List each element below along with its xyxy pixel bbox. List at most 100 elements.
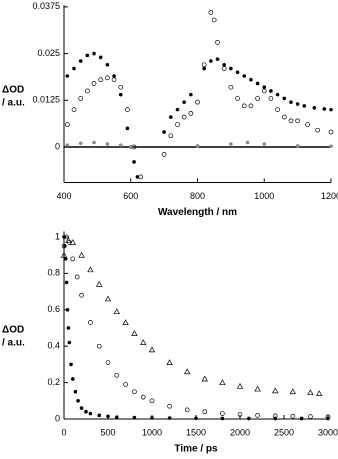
data-point <box>215 40 220 45</box>
data-point <box>105 142 110 146</box>
data-point <box>307 389 314 396</box>
data-point <box>111 77 117 83</box>
x-tick-label: 1000 <box>142 427 162 437</box>
data-point <box>184 407 190 413</box>
data-point <box>65 143 70 147</box>
data-point <box>92 140 96 145</box>
data-point <box>268 96 274 101</box>
data-point <box>175 107 180 112</box>
data-point <box>85 53 90 58</box>
data-point <box>79 292 84 298</box>
data-point <box>97 413 101 418</box>
data-point <box>140 339 147 345</box>
data-point <box>308 414 313 419</box>
data-point <box>195 99 200 105</box>
data-point <box>237 412 243 417</box>
data-point <box>125 107 130 112</box>
data-point <box>74 274 80 280</box>
data-point <box>64 122 70 127</box>
data-point <box>72 66 76 71</box>
data-point <box>289 100 293 104</box>
data-point <box>248 103 254 109</box>
data-point <box>167 416 172 420</box>
plot: 0 0.2 0.4 0.6 0.8 1 0 500 1000 1500 2000 2500 3000 Ti… <box>2 231 338 454</box>
data-point <box>209 59 213 63</box>
data-point <box>175 122 180 127</box>
x-axis-title: Wavelength / nm <box>158 207 237 218</box>
data-point <box>131 330 138 336</box>
y-tick-label: 0 <box>55 413 60 423</box>
data-point <box>302 104 307 108</box>
y-tick-label: 0.0125 <box>32 95 60 105</box>
data-point <box>140 394 146 400</box>
data-point <box>290 413 296 419</box>
data-point <box>114 372 120 378</box>
data-point <box>162 130 166 134</box>
data-point <box>78 96 84 101</box>
data-point <box>69 362 73 367</box>
x-tick-label: 1000 <box>254 191 274 201</box>
data-point <box>132 160 136 164</box>
x-tick-label: 2000 <box>230 427 250 437</box>
data-point <box>322 107 327 111</box>
series <box>64 10 334 180</box>
x-tick-label: 1500 <box>186 427 206 437</box>
data-point <box>104 295 112 302</box>
data-point <box>208 10 214 15</box>
x-tick-label: 800 <box>190 191 205 201</box>
data-point <box>249 77 253 82</box>
data-point <box>201 62 207 68</box>
data-point <box>87 266 94 273</box>
data-point <box>92 51 96 56</box>
data-point <box>221 66 227 71</box>
data-point <box>161 152 167 157</box>
data-point <box>295 102 300 106</box>
data-point <box>220 411 225 416</box>
x-tick-label: 2500 <box>274 427 294 437</box>
data-point <box>235 96 240 101</box>
data-point <box>188 111 194 116</box>
data-point <box>105 62 110 67</box>
data-point <box>150 416 154 420</box>
data-point <box>123 382 128 387</box>
data-point <box>78 59 83 63</box>
data-point <box>149 398 155 404</box>
data-point <box>132 415 137 420</box>
data-point <box>65 237 72 244</box>
data-point <box>105 360 111 365</box>
data-point <box>88 320 93 325</box>
data-point <box>184 368 191 375</box>
data-point <box>70 256 76 262</box>
data-point <box>219 379 226 386</box>
data-point <box>85 88 90 94</box>
x-tick-label: 600 <box>123 191 138 201</box>
data-point <box>60 251 68 258</box>
x-tick-label: 0 <box>61 427 66 437</box>
y-axis-title: / a.u. <box>2 98 25 109</box>
data-point <box>65 74 70 78</box>
data-point <box>299 416 304 421</box>
data-point <box>255 81 260 86</box>
data-point <box>316 390 323 396</box>
data-point <box>78 251 85 258</box>
data-point <box>84 409 88 414</box>
data-point <box>305 122 310 127</box>
data-point <box>272 413 278 419</box>
data-point <box>242 74 247 78</box>
y-axis-title: / a.u. <box>2 338 25 349</box>
data-point <box>64 234 69 240</box>
y-tick-label: 0.0375 <box>32 1 60 11</box>
data-point <box>181 114 187 120</box>
data-point <box>61 243 67 249</box>
data-point <box>325 414 331 420</box>
data-point <box>228 84 234 90</box>
data-point <box>113 308 120 315</box>
data-point <box>118 92 123 97</box>
data-point <box>98 55 103 60</box>
data-point <box>236 382 244 389</box>
data-point <box>148 346 156 353</box>
data-point <box>295 144 300 148</box>
series <box>65 51 333 179</box>
data-point <box>98 77 104 83</box>
